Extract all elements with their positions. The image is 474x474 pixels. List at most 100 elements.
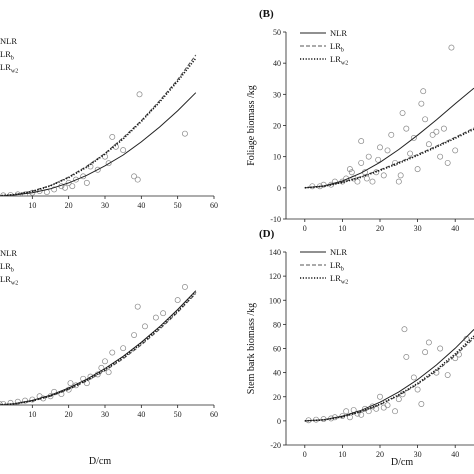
series-line-lrw2: [0, 57, 197, 196]
data-point: [112, 143, 119, 150]
data-point: [120, 147, 127, 154]
y-tick-label: 40: [273, 59, 281, 68]
data-point: [309, 183, 316, 190]
series-line-lrw2: [304, 335, 474, 422]
y-tick-label: -20: [270, 441, 281, 450]
x-tick-label: 40: [137, 410, 145, 419]
x-tick-label: 10: [338, 224, 346, 233]
data-point: [358, 138, 365, 145]
data-point: [80, 173, 87, 180]
legend-label: NLR: [330, 247, 347, 257]
data-point: [83, 380, 90, 387]
x-tick-label: 60: [210, 201, 218, 210]
data-point: [420, 88, 427, 95]
data-point: [22, 397, 29, 404]
data-point: [131, 332, 138, 339]
y-tick-label: 50: [273, 28, 281, 37]
plot-area: [0, 54, 197, 196]
y-tick-label: 40: [273, 369, 281, 378]
y-tick-label: 20: [273, 393, 281, 402]
data-point: [109, 349, 116, 356]
plot-area: [304, 44, 474, 190]
data-point: [354, 178, 361, 185]
data-point: [363, 175, 370, 182]
legend-label: LRw2: [0, 62, 18, 75]
data-point: [365, 153, 372, 160]
data-point: [320, 181, 327, 188]
data-point: [69, 183, 76, 190]
panel-d-chart: (D) 0 10 20 30 40 -20 0 20 40 60 80 100 120 140 Stem ba…: [246, 228, 474, 468]
data-point: [410, 135, 417, 141]
x-tick-label: 20: [65, 201, 73, 210]
y-tick-label: 80: [273, 320, 281, 329]
x-tick-label: 30: [101, 410, 109, 419]
x-axis-title-left: D/cm: [89, 456, 111, 467]
data-point: [395, 396, 402, 403]
series-line-lrb: [0, 54, 197, 196]
y-tick-label: 0: [277, 417, 281, 426]
data-point: [58, 391, 65, 398]
series-line-lrb: [304, 337, 474, 422]
data-point: [346, 166, 353, 173]
data-point: [384, 147, 391, 154]
x-tick-label: 20: [376, 224, 384, 233]
data-point: [7, 399, 14, 405]
data-point: [437, 345, 444, 352]
panel-label-b: (B): [259, 8, 274, 20]
data-point: [105, 160, 112, 167]
data-point: [395, 178, 402, 185]
data-point: [418, 401, 425, 407]
x-tick-label: 10: [338, 450, 346, 459]
legend-label: NLR: [0, 36, 17, 46]
data-point: [358, 159, 365, 166]
data-point: [120, 345, 127, 352]
data-point: [72, 176, 79, 183]
data-point: [425, 339, 432, 346]
data-point: [65, 386, 72, 393]
data-point: [134, 303, 141, 310]
plot-area: [0, 284, 197, 405]
data-point: [152, 314, 159, 321]
data-point: [134, 176, 141, 183]
x-tick-label: 30: [414, 450, 422, 459]
data-point: [136, 91, 143, 98]
data-point: [410, 374, 417, 381]
data-point: [343, 408, 350, 415]
data-point: [452, 147, 459, 154]
series-line-nlr: [304, 87, 474, 189]
y-tick-label: 60: [273, 345, 281, 354]
series-line-nlr: [0, 92, 197, 196]
data-point: [160, 310, 167, 317]
data-point: [399, 110, 406, 116]
data-point: [429, 131, 436, 138]
data-point: [414, 166, 421, 173]
panel-label-d: (D): [259, 228, 275, 240]
x-tick-label: 50: [174, 201, 182, 210]
data-point: [401, 326, 408, 333]
legend-label: LRb: [0, 49, 14, 62]
data-point: [339, 413, 346, 419]
panel-b-chart: (B) 0 10 20 30 40 -10 0 10 20 30 40 50 Foliage biomas…: [246, 8, 474, 233]
y-tick-label: 100: [269, 296, 281, 305]
y-tick-label: 10: [273, 153, 281, 162]
data-point: [67, 380, 74, 387]
data-point: [181, 284, 188, 290]
legend-label: LRb: [0, 261, 14, 274]
y-tick-label: 120: [269, 272, 281, 281]
legend-label: LRb: [330, 260, 344, 273]
legend-label: NLR: [0, 248, 17, 258]
data-point: [407, 150, 414, 157]
data-point: [102, 358, 108, 365]
y-tick-label: 30: [273, 90, 281, 99]
x-tick-label: 40: [137, 201, 145, 210]
series-line-lrw2: [304, 128, 474, 189]
data-point: [377, 393, 383, 400]
data-point: [414, 386, 421, 393]
legend-label: LRb: [330, 41, 344, 54]
x-tick-label: 40: [451, 224, 459, 233]
